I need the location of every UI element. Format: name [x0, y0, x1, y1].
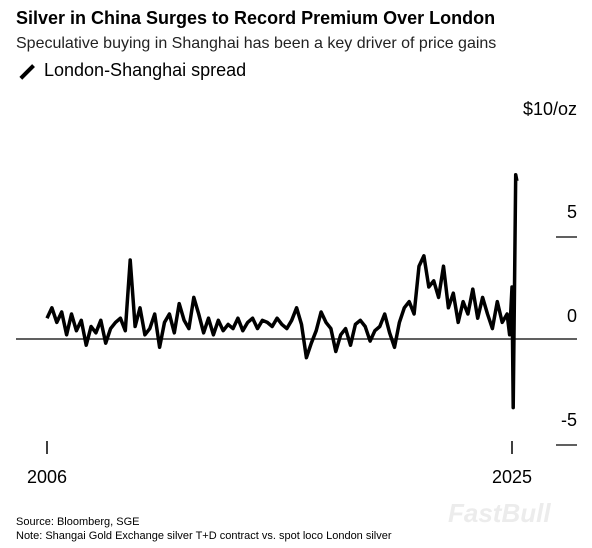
- series-line-london-shanghai-spread: [45, 172, 519, 410]
- y-tick-label: $10/oz: [523, 99, 577, 119]
- chart-subtitle: Speculative buying in Shanghai has been …: [16, 35, 497, 52]
- legend-label: London-Shanghai spread: [44, 60, 247, 80]
- source-note: Source: Bloomberg, SGE: [16, 516, 140, 528]
- footnote: Note: Shangai Gold Exchange silver T+D c…: [16, 530, 392, 542]
- y-tick-label: 0: [567, 306, 577, 326]
- x-tick-label: 2006: [27, 467, 67, 487]
- y-tick-label: 5: [567, 202, 577, 222]
- watermark-logo: FastBull: [448, 498, 551, 528]
- x-axis: 2006 2025: [27, 441, 532, 487]
- y-tick-label: -5: [561, 410, 577, 430]
- y-axis: $10/oz 5 0 -5: [523, 99, 577, 446]
- legend: London-Shanghai spread: [16, 60, 246, 81]
- chart-title: Silver in China Surges to Record Premium…: [16, 8, 496, 28]
- x-tick-label: 2025: [492, 467, 532, 487]
